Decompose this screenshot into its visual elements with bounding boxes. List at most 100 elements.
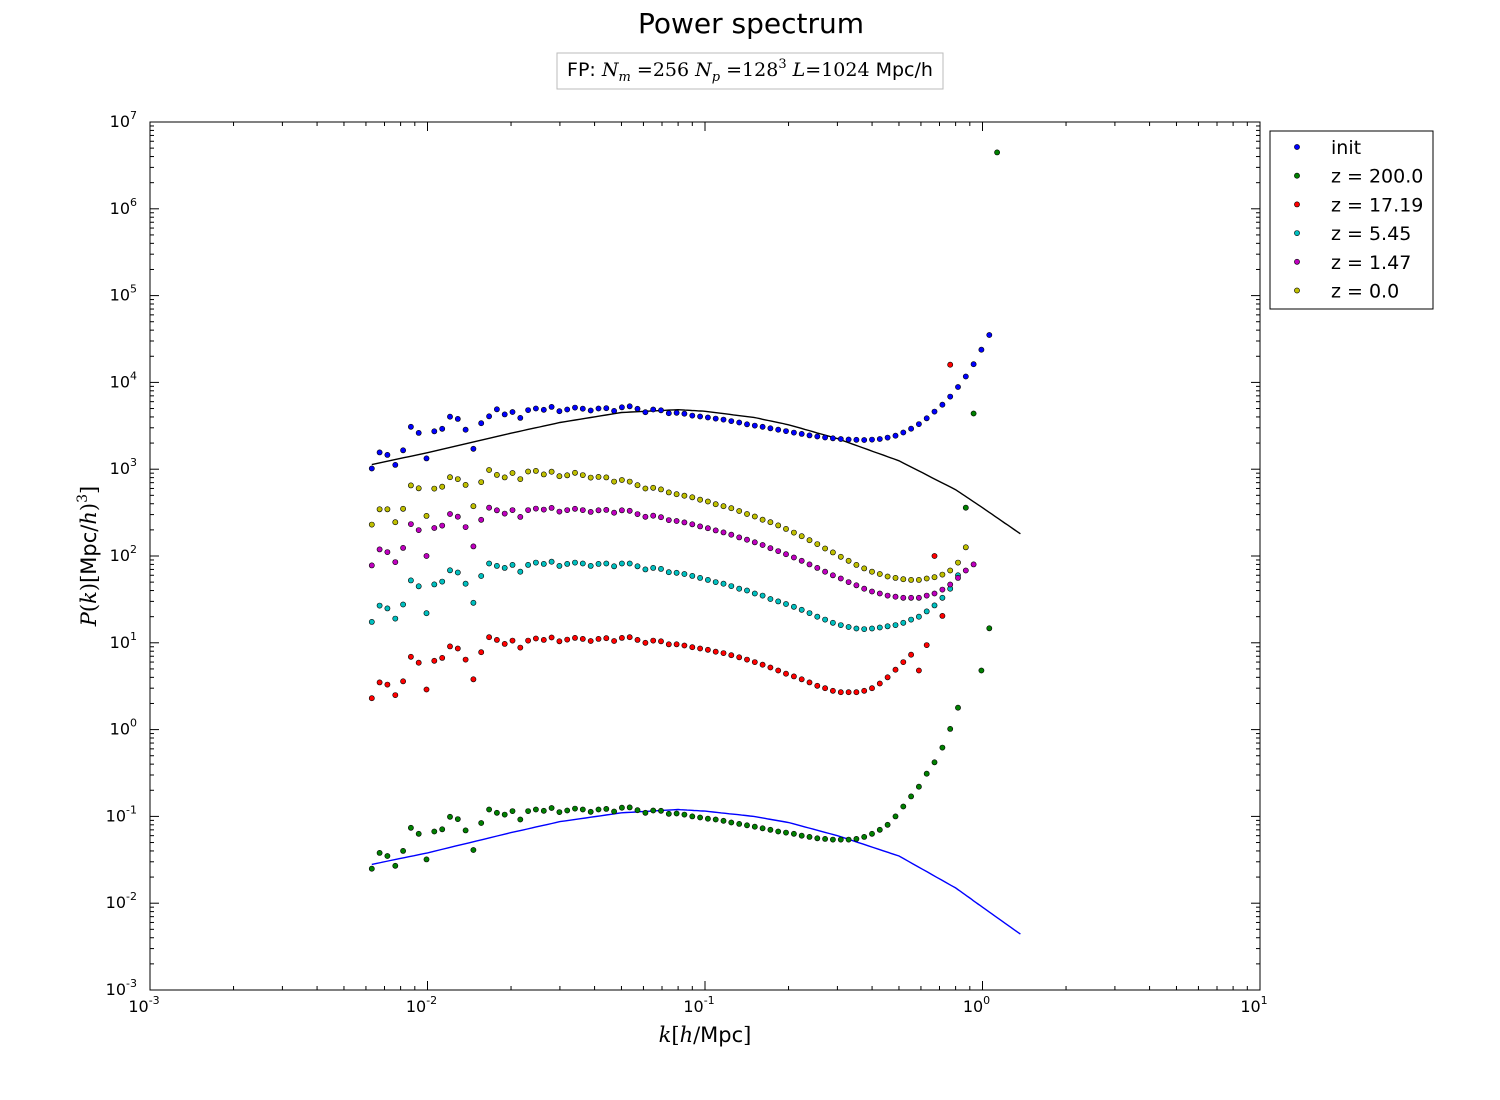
data-point — [681, 519, 688, 526]
series-0 — [368, 332, 993, 472]
data-point — [751, 513, 758, 520]
legend-label: z = 5.45 — [1331, 223, 1411, 245]
data-point — [837, 689, 844, 696]
data-point — [564, 636, 571, 643]
data-point — [595, 636, 602, 642]
data-point — [650, 484, 657, 491]
y-tick-label: 100 — [110, 717, 137, 739]
data-point — [400, 678, 406, 685]
data-point — [587, 563, 594, 569]
data-point — [384, 681, 391, 688]
data-point — [572, 805, 578, 812]
data-point — [791, 429, 797, 436]
data-point — [447, 474, 453, 481]
data-point — [665, 489, 672, 496]
data-point — [384, 853, 391, 859]
data-point — [376, 602, 383, 609]
data-point — [892, 666, 899, 673]
data-point — [955, 704, 961, 711]
data-point — [439, 425, 446, 432]
data-point — [962, 373, 969, 380]
data-point — [478, 516, 485, 523]
data-point — [806, 679, 813, 686]
data-point — [775, 426, 782, 433]
data-point — [712, 527, 719, 534]
data-point — [611, 509, 617, 516]
data-point — [814, 682, 821, 689]
data-point — [400, 447, 406, 454]
legend-label: z = 200.0 — [1331, 166, 1423, 188]
data-point — [736, 534, 743, 541]
data-point — [900, 619, 907, 626]
data-point — [916, 613, 922, 620]
data-point — [681, 492, 688, 499]
data-point — [431, 428, 438, 435]
data-point — [791, 554, 797, 561]
data-point — [759, 825, 766, 832]
data-point — [869, 588, 875, 595]
data-point — [939, 586, 946, 593]
data-point — [595, 405, 602, 412]
data-point — [454, 476, 461, 482]
data-point — [822, 836, 828, 842]
data-point — [626, 403, 633, 410]
data-point — [415, 830, 422, 837]
data-point — [525, 407, 531, 413]
data-point — [744, 587, 750, 594]
data-point — [486, 413, 492, 420]
data-point — [400, 545, 406, 551]
data-point — [876, 436, 883, 442]
data-point — [869, 625, 875, 632]
subtitle-prefix: FP: — [567, 59, 596, 81]
y-tick-label: 102 — [110, 543, 137, 565]
data-point — [611, 407, 617, 414]
data-point — [384, 451, 391, 458]
data-point — [595, 561, 602, 567]
legend-marker — [1294, 230, 1300, 236]
data-point — [720, 416, 727, 423]
data-point — [486, 560, 492, 567]
data-point — [493, 563, 500, 569]
data-point — [579, 560, 586, 567]
data-point — [626, 478, 633, 485]
subtitle-np-base: 128 — [742, 59, 778, 81]
data-point — [525, 562, 531, 568]
data-point — [861, 565, 868, 572]
data-point — [486, 634, 492, 641]
data-point — [423, 553, 430, 559]
data-point — [806, 610, 813, 616]
data-point — [783, 551, 789, 558]
data-point — [876, 624, 883, 631]
data-point — [392, 862, 399, 869]
data-point — [540, 561, 547, 567]
y-tick-label: 105 — [110, 283, 137, 305]
data-point — [798, 832, 805, 839]
data-point — [712, 501, 719, 508]
x-tick-label: 10-1 — [683, 994, 714, 1016]
data-point — [517, 568, 524, 575]
data-point — [423, 856, 430, 863]
data-point — [493, 809, 500, 816]
data-point — [806, 834, 813, 840]
data-point — [697, 575, 703, 581]
data-point — [798, 557, 805, 564]
data-point — [415, 659, 422, 666]
data-point — [673, 518, 680, 524]
data-point — [407, 577, 414, 584]
data-point — [658, 514, 664, 521]
data-point — [720, 580, 727, 587]
data-point — [431, 485, 438, 492]
data-point — [791, 603, 797, 610]
data-point — [783, 428, 789, 434]
data-point — [728, 583, 735, 589]
data-point — [681, 811, 688, 818]
data-point — [587, 808, 594, 815]
data-point — [415, 527, 422, 533]
legend-label: z = 0.0 — [1331, 281, 1399, 303]
data-point — [689, 644, 696, 651]
data-point — [556, 408, 563, 415]
data-point — [579, 472, 586, 478]
data-point — [517, 476, 524, 482]
data-point — [462, 580, 469, 587]
data-point — [908, 425, 914, 432]
